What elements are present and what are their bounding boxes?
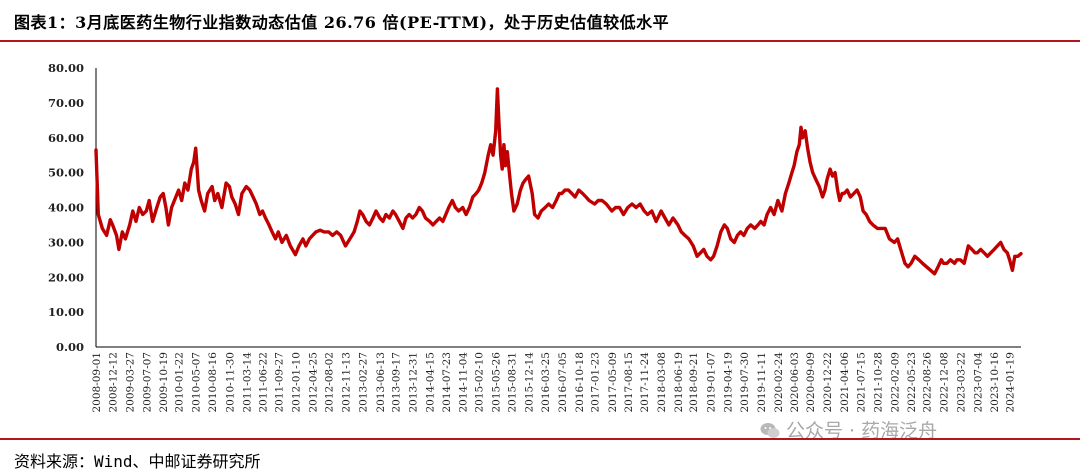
x-tick-label: 2015-08-31 (507, 352, 519, 413)
x-tick-label: 2020-09-09 (805, 352, 817, 413)
x-tick-label: 2011-06-22 (258, 352, 270, 413)
source-note: 资料来源：Wind、中邮证券研究所 (14, 452, 261, 471)
x-tick-label: 2011-09-27 (273, 352, 285, 413)
x-tick-label: 2013-12-31 (408, 352, 420, 413)
x-tick-label: 2022-02-09 (889, 352, 901, 413)
x-tick-labels: 2008-09-01 2008-12-12 2009-03-27 2009-07-07… (91, 352, 1017, 413)
y-tick-label: 80.00 (48, 61, 84, 75)
y-tick-label: 20.00 (48, 270, 84, 284)
x-tick-label: 2021-10-28 (872, 352, 884, 413)
x-tick-label: 2013-06-13 (375, 352, 387, 413)
x-tick-label: 2014-11-04 (458, 352, 470, 413)
x-tick-label: 2008-09-01 (91, 352, 103, 413)
x-tick-label: 2017-11-24 (639, 352, 651, 413)
x-tick-label: 2019-04-19 (722, 352, 734, 413)
pe-ttm-line-chart: 0.00 10.00 20.00 30.00 40.00 50.00 60.00 70.00 8… (48, 61, 1023, 413)
x-tick-label: 2010-11-30 (224, 352, 236, 413)
x-tick-label: 2011-03-14 (241, 352, 253, 413)
x-tick-label: 2017-08-15 (623, 352, 635, 413)
x-tick-label: 2010-05-07 (191, 352, 203, 413)
x-tick-label: 2015-12-14 (524, 352, 536, 413)
x-tick-label: 2021-04-06 (839, 352, 851, 413)
x-tick-label: 2020-02-24 (773, 352, 785, 413)
x-tick-label: 2022-12-08 (938, 352, 950, 413)
x-tick-label: 2012-04-25 (308, 352, 320, 413)
x-tick-label: 2016-07-05 (557, 352, 569, 413)
x-tick-label: 2020-12-22 (822, 352, 834, 413)
x-tick-label: 2024-01-19 (1005, 352, 1017, 413)
x-tick-label: 2018-09-21 (688, 352, 700, 413)
x-tick-label: 2012-11-13 (340, 352, 352, 413)
x-tick-label: 2019-11-11 (756, 352, 768, 413)
x-tick-label: 2012-01-10 (290, 352, 302, 413)
x-tick-label: 2010-01-22 (174, 352, 186, 413)
x-tick-label: 2013-02-27 (358, 352, 370, 413)
x-tick-label: 2014-04-15 (425, 352, 437, 413)
title-bar: 图表1：3月底医药生物行业指数动态估值 26.76 倍(PE-TTM)，处于历史… (0, 0, 1080, 40)
y-tick-label: 60.00 (48, 131, 84, 145)
x-tick-label: 2015-05-26 (491, 352, 503, 413)
top-rule (0, 40, 1080, 42)
x-tick-label: 2021-07-15 (855, 352, 867, 413)
x-tick-label: 2009-07-07 (141, 352, 153, 413)
y-tick-label: 0.00 (56, 340, 84, 354)
x-tick-label: 2023-10-16 (989, 352, 1001, 413)
y-tick-label: 30.00 (48, 235, 84, 249)
x-tick-label: 2015-02-10 (474, 352, 486, 413)
x-tick-label: 2017-05-09 (607, 352, 619, 413)
x-tick-label: 2013-09-17 (391, 352, 403, 413)
x-tick-label: 2022-05-23 (906, 352, 918, 413)
chart-title: 图表1：3月底医药生物行业指数动态估值 26.76 倍(PE-TTM)，处于历史… (14, 13, 670, 32)
y-tick-label: 40.00 (48, 201, 84, 215)
watermark: 公众号 · 药海泛舟 (760, 416, 937, 443)
x-tick-label: 2023-03-22 (955, 352, 967, 413)
x-tick-label: 2012-08-02 (324, 352, 336, 413)
x-tick-label: 2020-06-03 (789, 352, 801, 413)
x-tick-label: 2017-01-23 (590, 352, 602, 413)
y-tick-label: 10.00 (48, 305, 84, 319)
pe-ttm-series-line (94, 87, 1023, 276)
bottom-rule (0, 438, 1080, 440)
x-tick-label: 2009-03-27 (125, 352, 137, 413)
y-tick-labels: 0.00 10.00 20.00 30.00 40.00 50.00 60.00 70.00 8… (48, 61, 84, 354)
x-tick-label: 2016-03-25 (540, 352, 552, 413)
x-tick-label: 2014-07-23 (441, 352, 453, 413)
x-tick-label: 2022-08-26 (922, 352, 934, 413)
y-tick-label: 70.00 (48, 96, 84, 110)
x-tick-label: 2018-06-19 (673, 352, 685, 413)
x-tick-label: 2016-10-18 (574, 352, 586, 413)
x-tick-label: 2008-12-12 (108, 352, 120, 413)
y-tick-label: 50.00 (48, 166, 84, 180)
wechat-icon (760, 423, 780, 438)
x-tick-label: 2023-07-04 (972, 352, 984, 413)
watermark-text: 公众号 · 药海泛舟 (786, 420, 938, 442)
x-tick-label: 2009-10-19 (158, 352, 170, 413)
x-tick-label: 2019-07-30 (739, 352, 751, 413)
x-tick-label: 2018-03-08 (656, 352, 668, 413)
x-tick-label: 2019-01-07 (706, 352, 718, 413)
x-tick-label: 2010-08-16 (207, 352, 219, 413)
